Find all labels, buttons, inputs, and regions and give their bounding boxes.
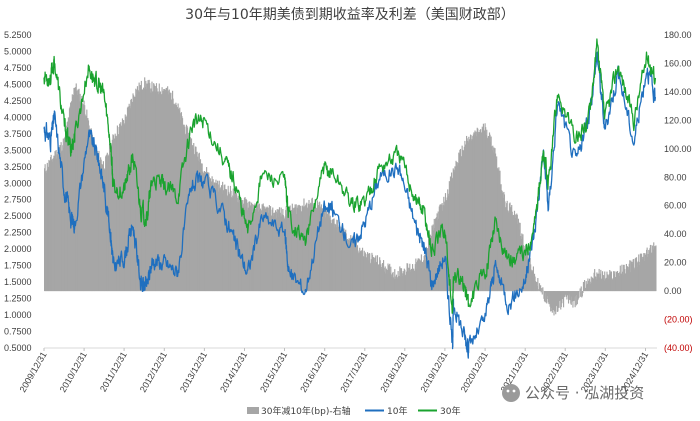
left-tick-label: 5.2500 bbox=[4, 30, 32, 40]
left-tick-label: 3.5000 bbox=[4, 145, 32, 155]
legend-label-30y: 30年 bbox=[440, 405, 460, 417]
x-tick-label: 2012/12/31 bbox=[138, 350, 169, 394]
right-tick-label: 180.00 bbox=[664, 30, 692, 40]
spread-bar bbox=[540, 291, 542, 293]
left-tick-label: 5.0000 bbox=[4, 47, 32, 57]
left-tick-label: 2.7500 bbox=[4, 195, 32, 205]
spread-bar bbox=[546, 291, 548, 304]
spread-bar bbox=[541, 291, 543, 295]
right-tick-label: 60.00 bbox=[664, 201, 687, 211]
right-tick-label: 120.00 bbox=[664, 115, 692, 125]
left-tick-label: 1.5000 bbox=[4, 277, 32, 287]
left-tick-label: 1.0000 bbox=[4, 310, 32, 320]
right-tick-label: 160.00 bbox=[664, 59, 692, 69]
x-tick-label: 2011/12/31 bbox=[98, 350, 129, 393]
x-tick-label: 2016/12/31 bbox=[298, 350, 329, 394]
right-tick-label: 80.00 bbox=[664, 172, 687, 182]
spread-bar bbox=[570, 291, 572, 305]
right-tick-label: (20.00) bbox=[664, 315, 693, 325]
left-tick-label: 3.2500 bbox=[4, 162, 32, 172]
spread-bar bbox=[580, 286, 582, 292]
x-tick-label: 2020/12/31 bbox=[459, 350, 490, 394]
left-axis: 5.2500 5.0000 4.7500 4.5000 4.2500 4.0000 3.75… bbox=[4, 30, 32, 353]
spread-bar bbox=[541, 288, 543, 292]
left-tick-label: 4.7500 bbox=[4, 63, 32, 73]
right-tick-label: 40.00 bbox=[664, 229, 687, 239]
spread-bar bbox=[581, 291, 583, 297]
wechat-logo-icon bbox=[502, 384, 520, 402]
left-tick-label: 2.0000 bbox=[4, 244, 32, 254]
spread-bar bbox=[579, 288, 581, 292]
x-tick-label: 2013/12/31 bbox=[178, 350, 209, 394]
spread-bar bbox=[537, 278, 539, 292]
right-tick-label: 20.00 bbox=[664, 258, 687, 268]
spread-bar bbox=[574, 291, 576, 308]
spread-bar bbox=[582, 281, 585, 292]
spread-bar bbox=[655, 245, 657, 292]
left-tick-label: 2.2500 bbox=[4, 228, 32, 238]
right-tick-label: 100.00 bbox=[664, 144, 692, 154]
legend-swatch-spread bbox=[247, 407, 259, 414]
x-tick-label: 2019/12/31 bbox=[418, 350, 449, 394]
spread-bar bbox=[575, 291, 577, 306]
left-tick-label: 3.7500 bbox=[4, 129, 32, 139]
x-tick-label: 2010/12/31 bbox=[58, 350, 89, 394]
spread-bar bbox=[542, 287, 544, 292]
yield-lines-layer bbox=[43, 38, 657, 359]
legend-label-spread: 30年减10年(bp)-右轴 bbox=[261, 405, 351, 417]
spread-bar bbox=[562, 291, 565, 308]
watermark: 公众号 · 泓湖投资 bbox=[502, 384, 644, 402]
legend-label-10y: 10年 bbox=[387, 405, 407, 417]
right-tick-label: (40.00) bbox=[664, 343, 693, 353]
right-tick-label: 140.00 bbox=[664, 87, 692, 97]
x-tick-label: 2014/12/31 bbox=[218, 350, 249, 394]
left-tick-label: 1.7500 bbox=[4, 261, 32, 271]
spread-bar bbox=[580, 291, 582, 297]
left-tick-label: 0.7500 bbox=[4, 327, 32, 337]
x-tick-label: 2017/12/31 bbox=[338, 350, 369, 394]
series-line-30y bbox=[43, 38, 657, 314]
left-tick-label: 0.5000 bbox=[4, 343, 32, 353]
legend: 30年减10年(bp)-右轴 10年 30年 bbox=[247, 405, 460, 417]
left-tick-label: 1.2500 bbox=[4, 294, 32, 304]
left-tick-label: 3.0000 bbox=[4, 178, 32, 188]
series-line-10y bbox=[43, 51, 657, 359]
spread-bar bbox=[568, 291, 570, 300]
spread-bar bbox=[540, 285, 542, 292]
spread-bar bbox=[544, 291, 546, 303]
chart-title: 30年与10年期美债到期收益率及利差（美国财政部） bbox=[185, 6, 515, 23]
spread-bar bbox=[583, 280, 586, 292]
x-tick-label: 2009/12/31 bbox=[18, 350, 49, 394]
left-tick-label: 2.5000 bbox=[4, 211, 32, 221]
left-tick-label: 4.0000 bbox=[4, 112, 32, 122]
right-axis: 180.00 160.00 140.00 120.00 100.00 80.00 60.00… bbox=[664, 30, 693, 353]
spread-bar bbox=[582, 291, 584, 294]
x-tick-label: 2015/12/31 bbox=[258, 350, 289, 394]
spread-bar bbox=[578, 291, 580, 298]
right-tick-label: 0.00 bbox=[664, 286, 682, 296]
x-tick-label: 2018/12/31 bbox=[378, 350, 409, 394]
left-tick-label: 4.2500 bbox=[4, 96, 32, 106]
watermark-text: 公众号 · 泓湖投资 bbox=[525, 384, 644, 402]
left-tick-label: 4.5000 bbox=[4, 79, 32, 89]
